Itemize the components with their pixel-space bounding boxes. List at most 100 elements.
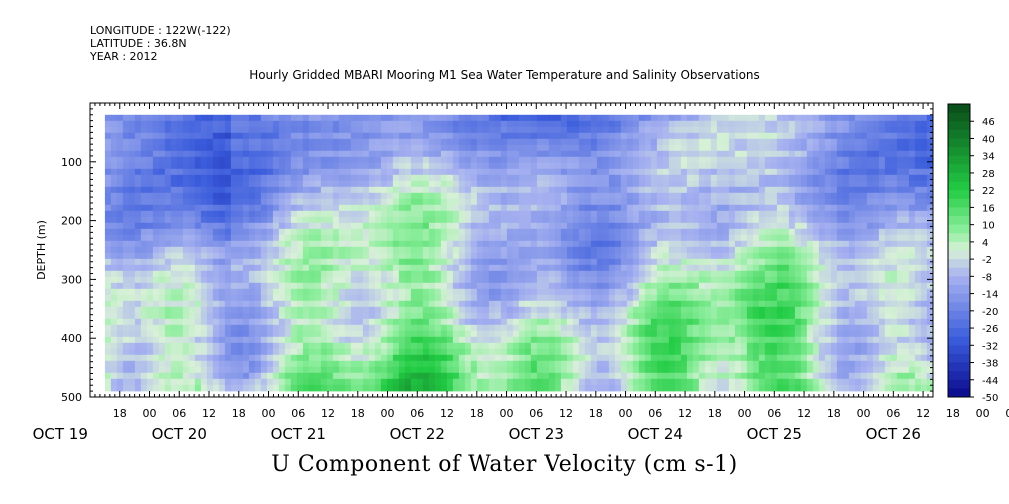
heatmap-cell (164, 228, 172, 236)
heatmap-cell (398, 198, 406, 206)
heatmap-cell (128, 228, 136, 236)
heatmap-cell (452, 174, 460, 182)
heatmap-cell (452, 366, 460, 374)
heatmap-cell (404, 210, 412, 218)
heatmap-cell (230, 234, 238, 242)
heatmap-cell (452, 162, 460, 170)
heatmap-cell (554, 180, 562, 188)
heatmap-cell (386, 336, 394, 344)
heatmap-cell (398, 324, 406, 332)
heatmap-cell (392, 360, 400, 368)
heatmap-cell (362, 240, 370, 248)
heatmap-cell (314, 348, 322, 356)
heatmap-cell (554, 288, 562, 296)
heatmap-cell (638, 240, 646, 248)
heatmap-cell (332, 276, 340, 284)
heatmap-cell (104, 222, 112, 230)
heatmap-cell (566, 324, 574, 332)
heatmap-cell (260, 132, 268, 140)
heatmap-cell (626, 336, 634, 344)
heatmap-cell (614, 276, 622, 284)
heatmap-cell (248, 366, 256, 374)
heatmap-cell (590, 168, 598, 176)
heatmap-cell (434, 324, 442, 332)
heatmap-cell (146, 132, 154, 140)
heatmap-cell (464, 138, 472, 146)
heatmap-cell (548, 342, 556, 350)
heatmap-cell (512, 342, 520, 350)
heatmap-cell (710, 120, 718, 128)
heatmap-cell (656, 306, 664, 314)
heatmap-cell (614, 270, 622, 278)
heatmap-cell (716, 156, 724, 164)
heatmap-cell (716, 306, 724, 314)
heatmap-cell (464, 330, 472, 338)
heatmap-cell (242, 186, 250, 194)
heatmap-cell (752, 126, 760, 134)
heatmap-cell (104, 186, 112, 194)
heatmap-cell (194, 186, 202, 194)
heatmap-cell (494, 186, 502, 194)
heatmap-cell (122, 270, 130, 278)
heatmap-cell (590, 114, 598, 122)
heatmap-cell (326, 180, 334, 188)
heatmap-cell (230, 222, 238, 230)
heatmap-cell (434, 300, 442, 308)
heatmap-cell (290, 300, 298, 308)
heatmap-cell (578, 348, 586, 356)
heatmap-cell (518, 228, 526, 236)
heatmap-cell (692, 348, 700, 356)
heatmap-cell (134, 240, 142, 248)
heatmap-cell (500, 192, 508, 200)
heatmap-cell (458, 336, 466, 344)
heatmap-cell (686, 282, 694, 290)
heatmap-cell (506, 114, 514, 122)
heatmap-cell (182, 258, 190, 266)
heatmap-cell (404, 258, 412, 266)
heatmap-cell (494, 384, 502, 392)
heatmap-cell (380, 246, 388, 254)
heatmap-cell (746, 114, 754, 122)
heatmap-cell (512, 276, 520, 284)
heatmap-cell (284, 276, 292, 284)
heatmap-cell (740, 222, 748, 230)
heatmap-cell (314, 282, 322, 290)
heatmap-cell (314, 168, 322, 176)
heatmap-cell (650, 192, 658, 200)
heatmap-cell (410, 180, 418, 188)
heatmap-cell (728, 180, 736, 188)
heatmap-cell (662, 306, 670, 314)
heatmap-cell (356, 138, 364, 146)
heatmap-cell (440, 294, 448, 302)
heatmap-cell (320, 252, 328, 260)
heatmap-cell (272, 312, 280, 320)
heatmap-cell (560, 126, 568, 134)
heatmap-cell (602, 186, 610, 194)
heatmap-cell (740, 174, 748, 182)
heatmap-cell (356, 222, 364, 230)
heatmap-cell (392, 198, 400, 206)
heatmap-cell (194, 234, 202, 242)
heatmap-cell (626, 258, 634, 266)
heatmap-cell (518, 276, 526, 284)
heatmap-cell (596, 336, 604, 344)
heatmap-cell (644, 324, 652, 332)
heatmap-cell (458, 342, 466, 350)
heatmap-cell (374, 306, 382, 314)
heatmap-cell (224, 168, 232, 176)
heatmap-cell (416, 372, 424, 380)
heatmap-cell (290, 366, 298, 374)
heatmap-cell (110, 318, 118, 326)
heatmap-cell (632, 324, 640, 332)
heatmap-cell (218, 324, 226, 332)
heatmap-cell (686, 324, 694, 332)
heatmap-cell (464, 324, 472, 332)
heatmap-cell (122, 126, 130, 134)
heatmap-cell (602, 366, 610, 374)
heatmap-cell (296, 354, 304, 362)
heatmap-cell (134, 318, 142, 326)
heatmap-cell (506, 282, 514, 290)
heatmap-cell (374, 192, 382, 200)
heatmap-cell (524, 168, 532, 176)
heatmap-cell (692, 282, 700, 290)
